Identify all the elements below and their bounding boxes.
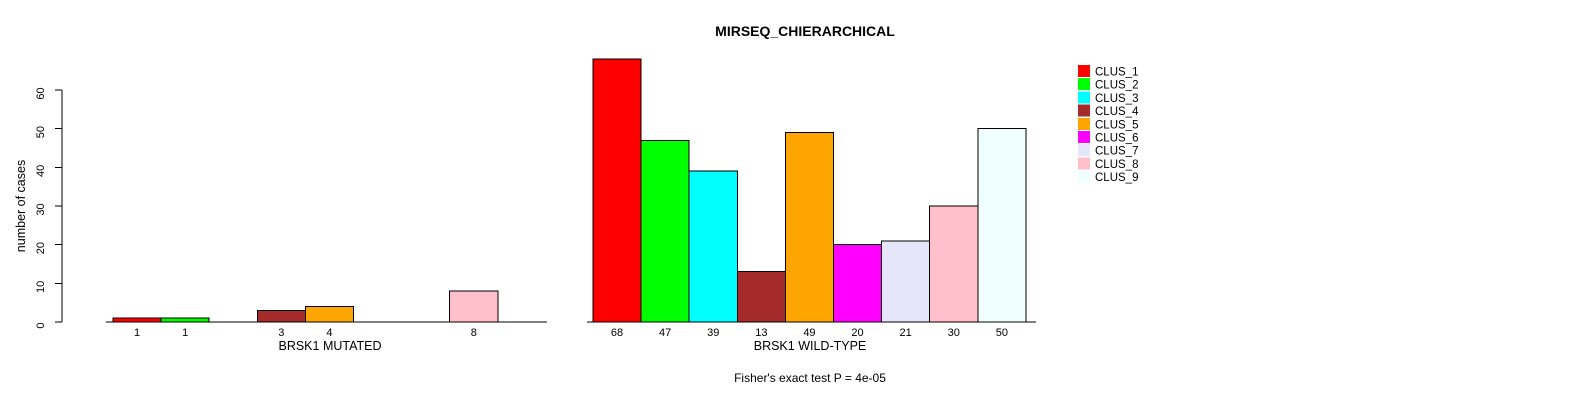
legend-swatch-clus_9	[1078, 170, 1090, 183]
legend-swatch-clus_4	[1078, 104, 1090, 117]
bar-clus_1	[592, 58, 642, 323]
y-tick-label: 60	[35, 87, 47, 99]
legend-swatch-clus_7	[1078, 144, 1090, 157]
panel-brsk1-wild-type: 68 47 39 13 49 20 21 30 50	[587, 58, 1036, 339]
bar-clus_2	[160, 317, 210, 323]
panel-brsk1-mutated: 1 1 3 4 8	[106, 290, 547, 339]
legend-swatch-clus_8	[1078, 157, 1090, 170]
bar-value-label-clus_5: 49	[803, 327, 815, 339]
x-axis-label-wild-type: BRSK1 WILD-TYPE	[754, 339, 867, 353]
bar-clus_9	[977, 128, 1027, 323]
bar-value-label-clus_5: 4	[326, 327, 332, 339]
bar-value-label-clus_2: 1	[182, 327, 188, 339]
y-tick-label: 20	[35, 242, 47, 254]
bar-value-label-clus_1: 1	[134, 327, 140, 339]
x-axis-label-mutated: BRSK1 MUTATED	[278, 339, 381, 353]
bar-clus_8	[929, 205, 979, 323]
bar-clus_2	[640, 139, 690, 323]
bar-clus_7	[881, 240, 931, 323]
legend-swatch-clus_6	[1078, 131, 1090, 143]
y-tick-label: 50	[35, 126, 47, 138]
y-tick-label: 40	[35, 165, 47, 177]
bar-value-label-clus_1: 68	[611, 327, 623, 339]
bar-clus_3	[688, 170, 738, 323]
bar-value-label-clus_4: 13	[755, 327, 767, 339]
legend-label-clus_3: CLUS_3	[1095, 93, 1138, 105]
bar-clus_4	[736, 271, 786, 323]
bar-clus_5	[304, 306, 354, 323]
y-axis: 0 10 20 30 40 50 60	[35, 87, 63, 329]
y-axis-label: number of cases	[14, 160, 28, 252]
bar-value-label-clus_3: 39	[707, 327, 719, 339]
fisher-test-caption: Fisher's exact test P = 4e-05	[734, 371, 886, 385]
legend-label-clus_6: CLUS_6	[1095, 133, 1138, 145]
legend-swatch-clus_1	[1078, 65, 1090, 77]
bar-clus_5	[784, 132, 835, 323]
legend-label-clus_9: CLUS_9	[1095, 172, 1138, 184]
bar-value-label-clus_8: 8	[471, 327, 477, 339]
legend-label-clus_1: CLUS_1	[1095, 67, 1138, 79]
chart-title: MIRSEQ_CHIERARCHICAL	[715, 23, 895, 39]
legend-label-clus_8: CLUS_8	[1095, 159, 1138, 171]
y-tick-label: 0	[35, 322, 47, 328]
bar-value-label-clus_8: 30	[948, 327, 960, 339]
bar-value-label-clus_6: 20	[851, 327, 863, 339]
legend-swatch-clus_3	[1078, 91, 1090, 104]
legend-swatch-clus_5	[1078, 117, 1090, 130]
bar-clus_1	[112, 317, 162, 323]
bar-value-label-clus_4: 3	[278, 327, 284, 339]
bar-clus_6	[833, 244, 883, 323]
bar-value-label-clus_2: 47	[659, 327, 671, 339]
legend-label-clus_5: CLUS_5	[1095, 119, 1138, 131]
legend-label-clus_4: CLUS_4	[1095, 106, 1139, 118]
bar-clus_8	[449, 290, 499, 323]
bar-clus_4	[256, 309, 306, 323]
legend-swatch-clus_2	[1078, 78, 1090, 91]
legend-label-clus_2: CLUS_2	[1095, 80, 1138, 92]
y-tick-label: 30	[35, 203, 47, 215]
y-tick-label: 10	[35, 281, 47, 293]
bar-value-label-clus_7: 21	[900, 327, 912, 339]
bar-value-label-clus_9: 50	[996, 327, 1008, 339]
legend: CLUS_1CLUS_2CLUS_3CLUS_4CLUS_5CLUS_6CLUS…	[1078, 65, 1139, 184]
legend-label-clus_7: CLUS_7	[1095, 146, 1138, 158]
